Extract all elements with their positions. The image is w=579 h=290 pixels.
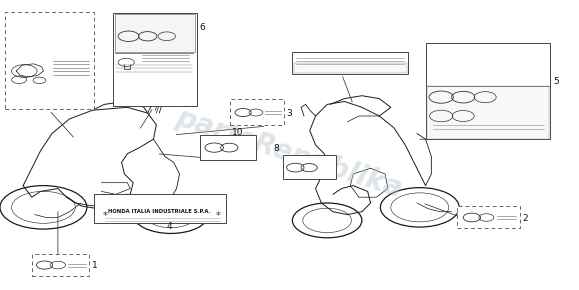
Bar [457, 206, 520, 228]
Bar [115, 14, 195, 52]
Bar [292, 52, 408, 74]
Text: 5: 5 [553, 77, 559, 86]
Bar [200, 135, 256, 160]
Text: HONDA ITALIA INDUSTRIALE S.P.A.: HONDA ITALIA INDUSTRIALE S.P.A. [108, 209, 211, 214]
Bar [427, 86, 549, 139]
Text: 10: 10 [232, 128, 243, 137]
Text: 3: 3 [286, 108, 292, 118]
Text: 4: 4 [166, 222, 172, 231]
Bar [294, 63, 407, 73]
Text: partsRepublika: partsRepublika [173, 104, 406, 204]
Bar [32, 254, 89, 276]
Text: 2: 2 [523, 213, 529, 223]
Bar [283, 155, 336, 179]
Bar [426, 44, 550, 139]
Text: 1: 1 [91, 261, 97, 271]
Bar [5, 12, 94, 109]
Text: 8: 8 [273, 144, 279, 153]
Text: *: * [103, 211, 108, 221]
Text: 6: 6 [200, 23, 206, 32]
Bar [113, 13, 197, 106]
Bar [94, 194, 226, 223]
Text: *: * [216, 211, 221, 221]
Bar [230, 99, 284, 125]
